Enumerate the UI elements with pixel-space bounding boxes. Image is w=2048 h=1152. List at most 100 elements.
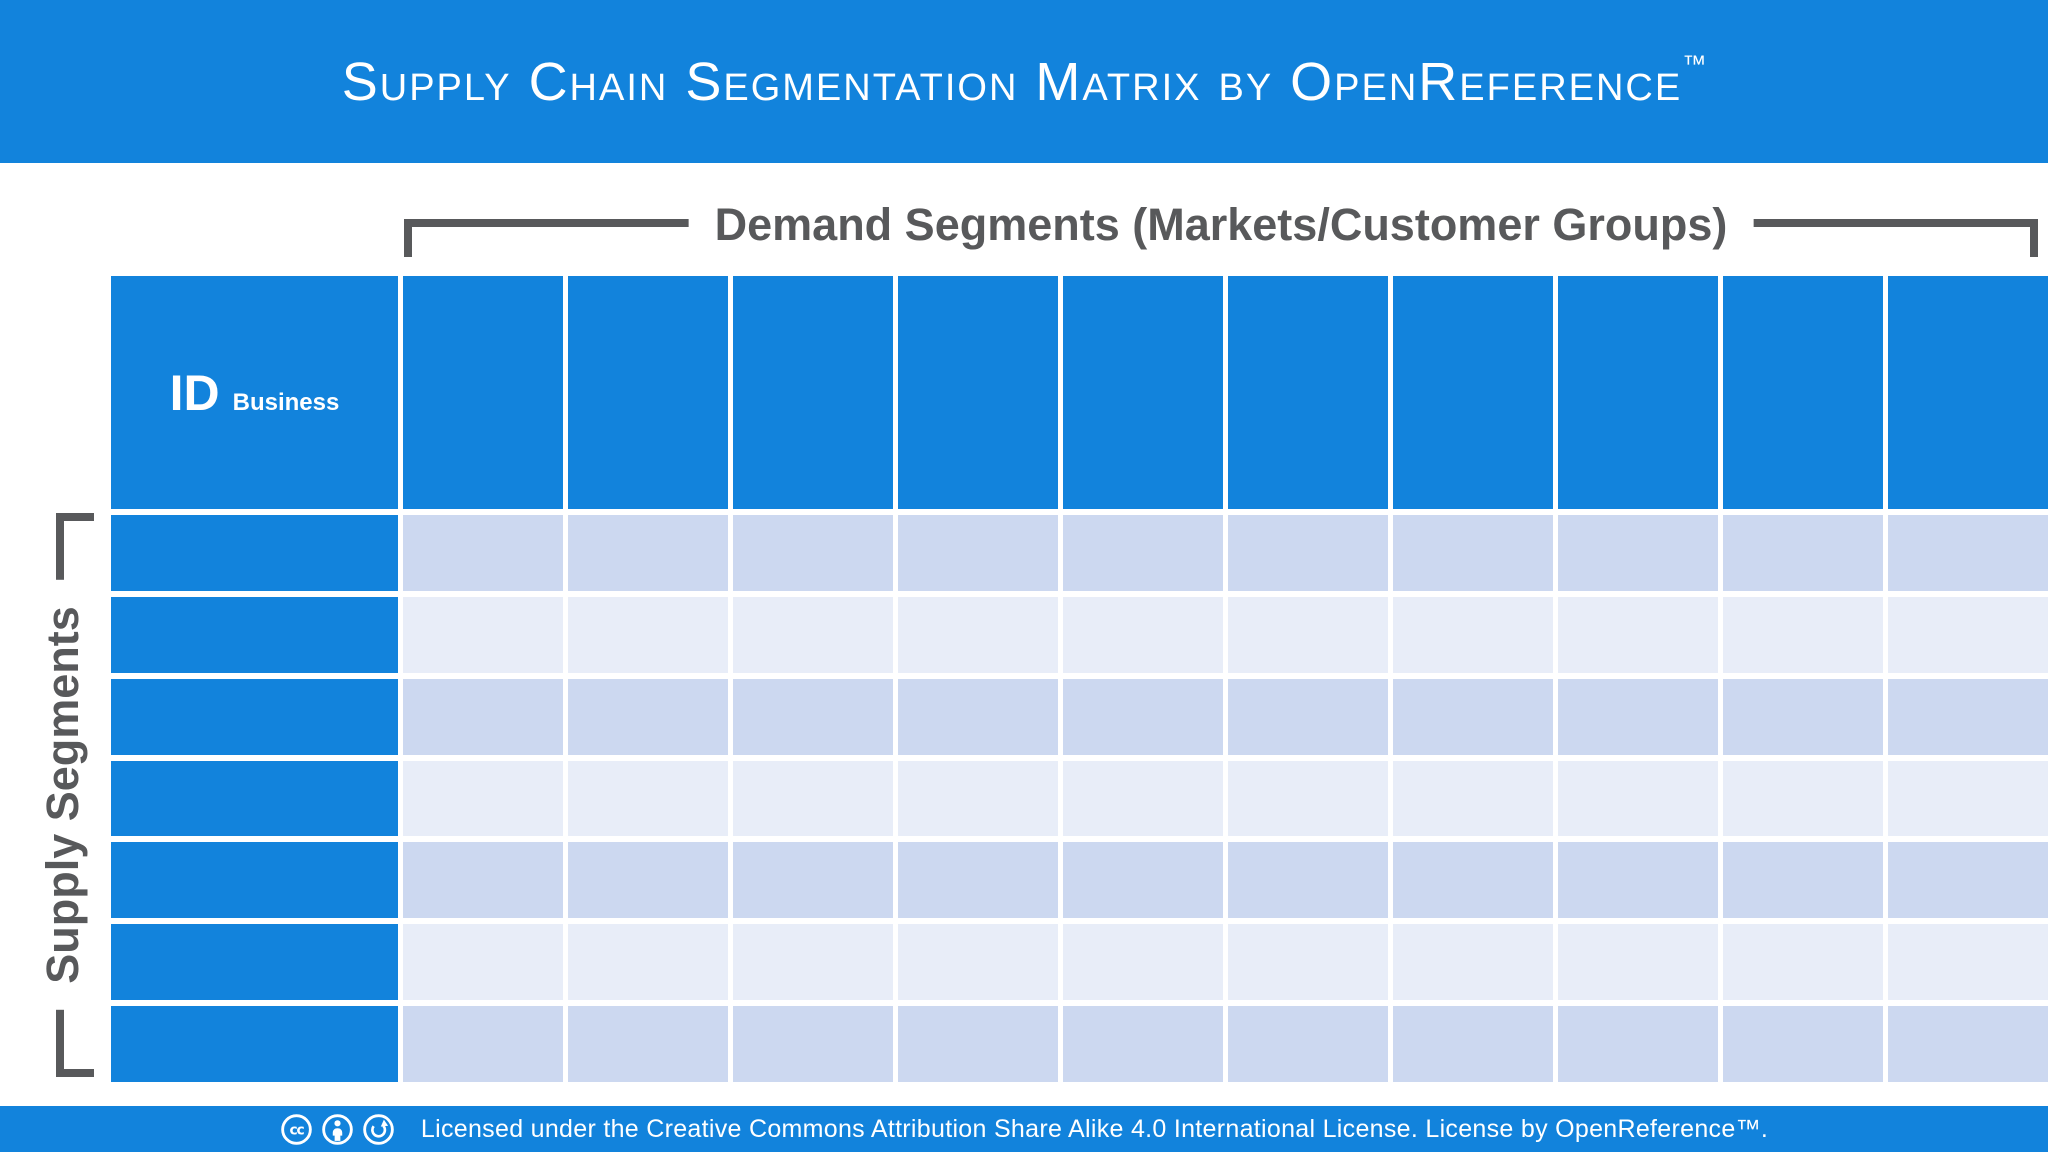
- matrix-cell: [1063, 678, 1223, 755]
- supply-row-header-cell: [111, 1006, 398, 1082]
- matrix-cell: [1723, 596, 1883, 673]
- matrix-cell: [898, 515, 1058, 591]
- matrix-cell: [403, 842, 563, 919]
- matrix-cell: [733, 924, 893, 1001]
- matrix-cell: [403, 596, 563, 673]
- supply-row-header-cell: [111, 842, 398, 919]
- business-label: Business: [232, 388, 340, 416]
- matrix-cell: [733, 842, 893, 919]
- matrix-cell: [403, 760, 563, 837]
- matrix-cell: [568, 1006, 728, 1082]
- matrix-cell: [1888, 596, 2048, 673]
- matrix-cell: [1723, 678, 1883, 755]
- matrix-cell: [403, 1006, 563, 1082]
- matrix-cell: [1063, 596, 1223, 673]
- page-title: Supply Chain Segmentation Matrix by Open…: [342, 50, 1707, 109]
- matrix-cell: [568, 760, 728, 837]
- matrix-cell: [1888, 515, 2048, 591]
- share-alike-icon: [363, 1113, 394, 1145]
- matrix-cell: [1393, 924, 1553, 1001]
- matrix-cell: [1888, 842, 2048, 919]
- demand-header-cell: [1888, 276, 2048, 509]
- demand-header-cell: [1063, 276, 1223, 509]
- trademark-symbol: ™: [1682, 50, 1707, 78]
- matrix-cell: [1228, 596, 1388, 673]
- matrix-cell: [403, 515, 563, 591]
- matrix-cell: [1063, 1006, 1223, 1082]
- license-text: Licensed under the Creative Commons Attr…: [420, 1114, 1769, 1143]
- matrix-cell: [568, 515, 728, 591]
- matrix-cell: [1558, 596, 1718, 673]
- title-banner: Supply Chain Segmentation Matrix by Open…: [0, 0, 2048, 163]
- demand-header-cell: [1558, 276, 1718, 509]
- demand-header-cell: [1723, 276, 1883, 509]
- supply-axis-label: Supply Segments: [30, 580, 96, 1010]
- supply-row-header-cell: [111, 760, 398, 837]
- matrix-cell: [1558, 924, 1718, 1001]
- matrix-cell: [1393, 678, 1553, 755]
- matrix-cell: [568, 842, 728, 919]
- matrix-cell: [568, 596, 728, 673]
- supply-row-header-cell: [111, 678, 398, 755]
- demand-axis-label: Demand Segments (Markets/Customer Groups…: [688, 197, 1754, 253]
- matrix-cell: [1888, 1006, 2048, 1082]
- matrix-cell: [1228, 1006, 1388, 1082]
- demand-header-cell: [1393, 276, 1553, 509]
- matrix-cell: [898, 760, 1058, 837]
- matrix-cell: [1888, 924, 2048, 1001]
- supply-row-header-cell: [111, 596, 398, 673]
- matrix-cell: [568, 678, 728, 755]
- matrix-cell: [1558, 515, 1718, 591]
- matrix-cell: [1558, 678, 1718, 755]
- matrix-cell: [1063, 924, 1223, 1001]
- demand-header-cell: [1228, 276, 1388, 509]
- matrix-cell: [733, 596, 893, 673]
- matrix-cell: [1723, 760, 1883, 837]
- matrix-cell: [1723, 924, 1883, 1001]
- matrix-cell: [1888, 760, 2048, 837]
- supply-row-header-cell: [111, 515, 398, 591]
- demand-header-cell: [733, 276, 893, 509]
- matrix-cell: [1228, 924, 1388, 1001]
- matrix-cell: [403, 678, 563, 755]
- matrix-cell: [1063, 842, 1223, 919]
- matrix-cell: [1228, 842, 1388, 919]
- matrix-cell: [1723, 515, 1883, 591]
- matrix-cell: [1228, 760, 1388, 837]
- corner-label-group: ID Business: [170, 368, 340, 418]
- cc-icon: cc: [281, 1113, 312, 1145]
- matrix-cell: [1723, 1006, 1883, 1082]
- matrix-cell: [733, 678, 893, 755]
- demand-header-cell: [898, 276, 1058, 509]
- matrix-cell: [1393, 515, 1553, 591]
- matrix-cell: [568, 924, 728, 1001]
- matrix-cell: [1558, 842, 1718, 919]
- matrix-cell: [403, 924, 563, 1001]
- svg-text:cc: cc: [289, 1122, 304, 1138]
- supply-row-header-cell: [111, 924, 398, 1001]
- matrix-cell: [1393, 842, 1553, 919]
- matrix-cell: [733, 515, 893, 591]
- matrix-cell: [733, 1006, 893, 1082]
- matrix-cell: [1393, 1006, 1553, 1082]
- matrix-cell: [1063, 515, 1223, 591]
- matrix-cell: [1063, 760, 1223, 837]
- matrix-cell: [1393, 596, 1553, 673]
- matrix-cell: [1723, 842, 1883, 919]
- matrix-cell: [898, 924, 1058, 1001]
- cc-icon-group: cc: [280, 1113, 395, 1146]
- matrix-cell: [898, 678, 1058, 755]
- matrix-cell: [898, 596, 1058, 673]
- id-label: ID: [169, 364, 220, 421]
- matrix-cell: [898, 842, 1058, 919]
- corner-header-cell: ID Business: [111, 276, 398, 509]
- license-footer: cc Licensed under the Creative Commons A…: [0, 1106, 2048, 1152]
- matrix-grid: ID Business: [111, 276, 2048, 1082]
- demand-header-cell: [568, 276, 728, 509]
- matrix-cell: [1228, 678, 1388, 755]
- matrix-cell: [733, 760, 893, 837]
- matrix-cell: [1393, 760, 1553, 837]
- attribution-icon: [322, 1113, 353, 1145]
- matrix-cell: [1558, 760, 1718, 837]
